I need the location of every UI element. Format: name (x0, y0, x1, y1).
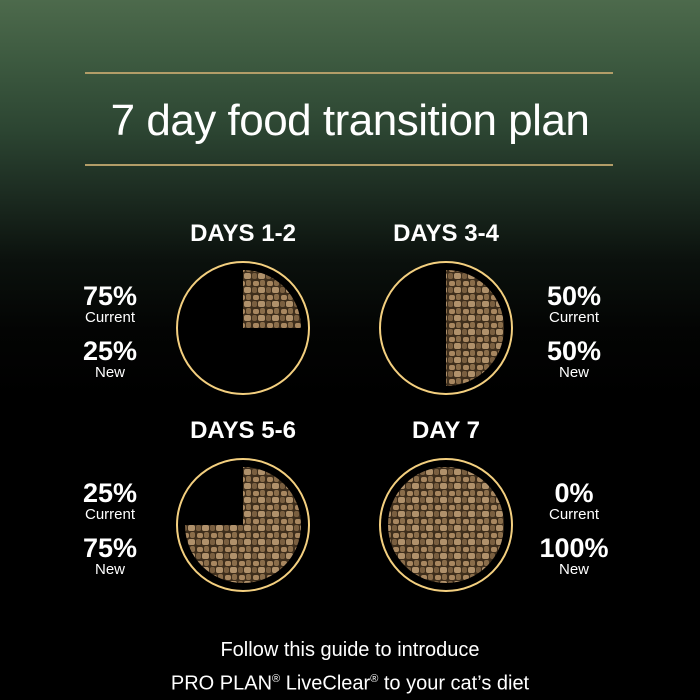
divider-bottom (85, 164, 613, 166)
stage-label: DAYS 1-2 (190, 220, 296, 247)
new-value: 50% (546, 336, 602, 366)
new-label: New (94, 561, 125, 578)
pie-stage-1 (176, 261, 310, 395)
current-percentage: 75% Current (70, 281, 150, 326)
new-label: New (558, 561, 589, 578)
brand-name: PRO PLAN (170, 672, 273, 695)
current-percentage: 0% Current (534, 478, 614, 523)
product-name: LiveClear (280, 672, 371, 695)
divider-top (85, 72, 613, 74)
footer-line-2: PRO PLAN® LiveClear® to your cat’s diet (0, 665, 700, 699)
current-value: 75% (82, 281, 138, 311)
pie-stage-2 (379, 261, 513, 395)
current-value: 25% (82, 478, 138, 508)
new-percentage: 50% New (534, 336, 614, 381)
new-food-slice (446, 270, 504, 386)
footer-text: Follow this guide to introduce PRO PLAN®… (0, 636, 700, 699)
current-value: 0% (554, 478, 594, 508)
footer-suffix: to your cat’s diet (378, 672, 530, 695)
reg-mark: ® (370, 673, 379, 685)
page-title: 7 day food transition plan (110, 96, 590, 145)
stage-label: DAYS 3-4 (393, 220, 499, 247)
footer-line-1: Follow this guide to introduce (220, 639, 480, 661)
new-food-slice (388, 467, 504, 583)
new-percentage: 100% New (534, 533, 614, 578)
new-value: 100% (539, 533, 609, 563)
current-value: 50% (546, 281, 602, 311)
new-label: New (558, 364, 589, 381)
new-food-slice (185, 467, 301, 583)
current-label: Current (548, 309, 600, 326)
pie-stage-3 (176, 458, 310, 592)
current-label: Current (84, 506, 136, 523)
new-value: 25% (82, 336, 138, 366)
stage-label: DAYS 5-6 (190, 417, 296, 444)
new-food-slice (243, 270, 301, 328)
new-percentage: 25% New (70, 336, 150, 381)
new-percentage: 75% New (70, 533, 150, 578)
new-value: 75% (82, 533, 138, 563)
pie-stage-4 (379, 458, 513, 592)
new-label: New (94, 364, 125, 381)
current-percentage: 50% Current (534, 281, 614, 326)
current-label: Current (548, 506, 600, 523)
current-label: Current (84, 309, 136, 326)
stage-label: DAY 7 (411, 417, 481, 444)
current-percentage: 25% Current (70, 478, 150, 523)
reg-mark: ® (272, 673, 281, 685)
